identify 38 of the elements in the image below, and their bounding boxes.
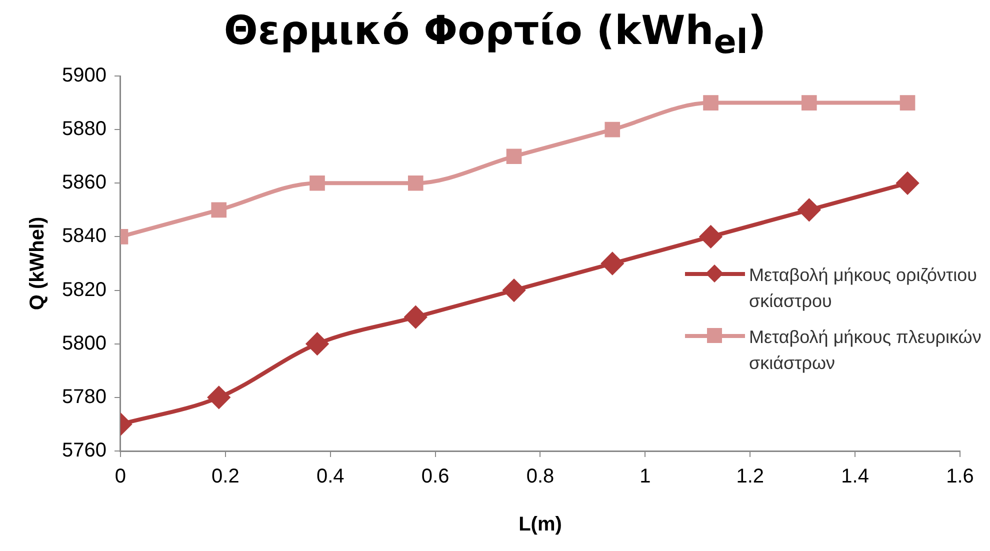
point: [211, 202, 227, 218]
x-tick-label: 1.2: [736, 466, 764, 488]
x-axis-title: L(m): [518, 514, 562, 536]
x-tick-label: 1.6: [946, 466, 974, 488]
point: [503, 279, 526, 302]
y-tick-label: 5780: [62, 386, 106, 408]
point: [601, 252, 624, 274]
x-tick-label: 1.4: [841, 466, 869, 488]
x-tick-label: 0.4: [316, 466, 344, 488]
point: [896, 172, 919, 194]
y-tick-label: 5800: [62, 332, 106, 354]
y-tick-label: 5760: [62, 440, 106, 462]
point: [700, 226, 722, 248]
point: [506, 148, 522, 164]
x-tick-label: 0.8: [526, 466, 554, 488]
x-tick-label: 0: [114, 466, 126, 488]
legend-label: Μεταβολή μήκους πλευρικών σκιάστρων: [749, 326, 982, 375]
point: [306, 332, 328, 355]
y-tick-label: 5840: [62, 225, 106, 248]
point: [208, 386, 230, 408]
point: [900, 95, 916, 110]
point: [408, 175, 424, 191]
point: [404, 306, 427, 328]
y-tick-label: 5880: [62, 118, 106, 140]
y-tick-label: 5820: [62, 278, 106, 301]
y-tick-label: 5860: [62, 172, 106, 194]
point: [703, 95, 718, 110]
point: [801, 95, 817, 110]
legend-label: Μεταβολή μήκους οριζόντιου σκίαστρου: [749, 264, 978, 313]
point: [798, 198, 820, 221]
x-tick-label: 0.2: [212, 466, 240, 488]
point: [310, 175, 325, 191]
point: [604, 122, 620, 138]
chart-title: Θερμικό Φορτίο (kWh$_{el}$): [222, 8, 768, 61]
y-tick-label: 5900: [62, 64, 106, 87]
x-tick-label: 0.6: [421, 466, 450, 488]
y-axis-title: Q (kWhel): [26, 216, 49, 310]
x-tick-label: 1: [640, 466, 651, 488]
